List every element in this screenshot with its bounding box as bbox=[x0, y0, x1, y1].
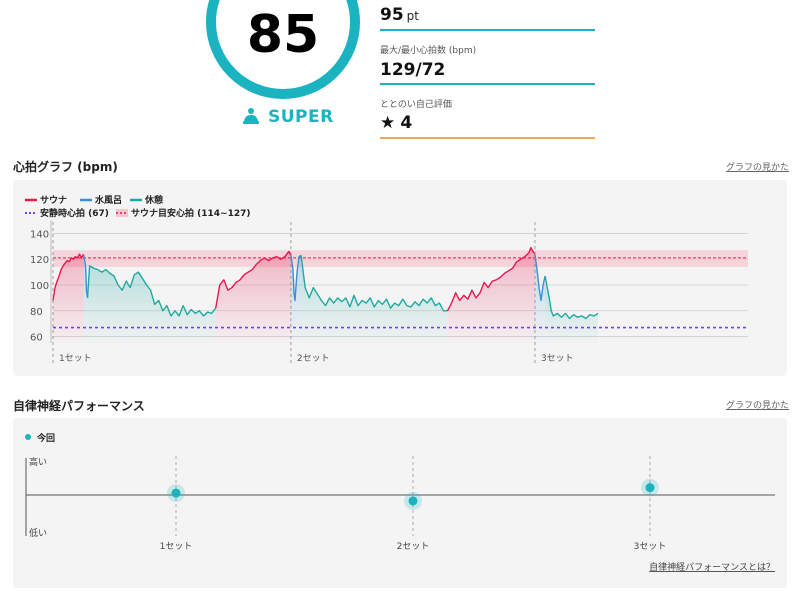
anp-legend-now: 今回 bbox=[36, 432, 55, 444]
hr-legend: サウナ 水風呂 休憩 安静時心拍 (67) サウナ目安心拍 (114~127) bbox=[25, 194, 250, 219]
hr-y-tick: 120 bbox=[30, 255, 49, 266]
anp-help-link[interactable]: グラフの見かた bbox=[726, 401, 790, 411]
hr-plot bbox=[52, 246, 748, 343]
heart-rate-divider bbox=[380, 83, 595, 85]
self-eval-divider bbox=[380, 137, 595, 139]
anp-legend-dot bbox=[25, 434, 31, 440]
hr-graph-title: 心拍グラフ (bpm) bbox=[13, 160, 118, 174]
water-area bbox=[290, 255, 302, 343]
set-label: 3セット bbox=[541, 353, 574, 364]
sauna-icon bbox=[243, 108, 259, 124]
self-eval-stat: ★ 4 bbox=[380, 113, 595, 133]
anp-set-label: 3セット bbox=[634, 541, 667, 552]
rest-line bbox=[86, 264, 217, 317]
star-icon: ★ bbox=[380, 113, 396, 133]
points-stat: 95 pt bbox=[380, 5, 595, 25]
self-eval-label: ととのい自己評価 bbox=[380, 100, 452, 110]
anp-point bbox=[408, 496, 418, 506]
legend-water: 水風呂 bbox=[95, 194, 122, 206]
anp-point bbox=[171, 488, 181, 498]
set-label: 2セット bbox=[297, 353, 330, 364]
legend-sauna: サウナ bbox=[40, 195, 67, 206]
rest-line bbox=[544, 275, 599, 320]
heart-rate-value: 129/72 bbox=[380, 60, 446, 80]
score-ring: 85 bbox=[206, 0, 360, 99]
sauna-area bbox=[447, 247, 535, 343]
sauna-line bbox=[52, 253, 85, 301]
legend-rest: 休憩 bbox=[144, 194, 163, 206]
hr-set-markers: 1セット 2セット 3セット bbox=[52, 222, 574, 365]
legend-target-hr: サウナ目安心拍 (114~127) bbox=[131, 207, 250, 219]
score-grade-label: SUPER bbox=[268, 107, 334, 127]
anp-high-label: 高い bbox=[29, 456, 47, 468]
anp-about-link[interactable]: 自律神経パフォーマンスとは？ bbox=[649, 561, 775, 573]
anp-low-label: 低い bbox=[29, 527, 47, 539]
target-hr-band bbox=[53, 250, 748, 267]
points-value: 95 bbox=[380, 5, 404, 25]
anp-panel bbox=[13, 418, 787, 588]
anp-point bbox=[645, 483, 655, 493]
anp-chart: 今回 高い 低い 1セット 2セット 3セット 自律神経パフォーマンスとは？ bbox=[25, 432, 775, 573]
rest-area bbox=[87, 265, 216, 343]
hr-y-tick: 140 bbox=[30, 229, 49, 240]
points-unit: pt bbox=[406, 9, 419, 23]
water-line bbox=[534, 253, 546, 302]
water-line bbox=[290, 254, 302, 302]
legend-resting-hr: 安静時心拍 (67) bbox=[40, 207, 109, 219]
water-area bbox=[83, 254, 88, 343]
score-ring-circle bbox=[206, 0, 360, 99]
hr-graph-chart: サウナ 水風呂 休憩 安静時心拍 (67) サウナ目安心拍 (114~127) … bbox=[25, 194, 748, 365]
hr-y-tick: 60 bbox=[30, 333, 43, 344]
self-eval-value: 4 bbox=[400, 113, 413, 133]
sauna-line bbox=[214, 250, 292, 309]
hr-y-tick: 100 bbox=[30, 281, 49, 292]
anp-points: 1セット 2セット 3セット bbox=[160, 456, 667, 552]
rest-area bbox=[545, 275, 598, 343]
rest-line bbox=[300, 255, 448, 312]
hr-y-tick: 80 bbox=[30, 307, 43, 318]
water-line bbox=[82, 253, 89, 298]
sauna-area bbox=[53, 254, 84, 343]
points-divider bbox=[380, 29, 595, 31]
anp-title: 自律神経パフォーマンス bbox=[13, 399, 145, 413]
set-label: 1セット bbox=[59, 353, 92, 364]
heart-rate-label: 最大/最小心拍数 (bpm) bbox=[380, 46, 477, 56]
hr-graph-help-link[interactable]: グラフの見かた bbox=[726, 163, 790, 173]
sauna-area bbox=[215, 251, 291, 343]
score-value: 85 bbox=[247, 5, 319, 65]
anp-set-label: 1セット bbox=[160, 541, 193, 552]
rest-area bbox=[301, 255, 448, 343]
anp-set-label: 2セット bbox=[397, 541, 430, 552]
sauna-line bbox=[446, 246, 536, 312]
